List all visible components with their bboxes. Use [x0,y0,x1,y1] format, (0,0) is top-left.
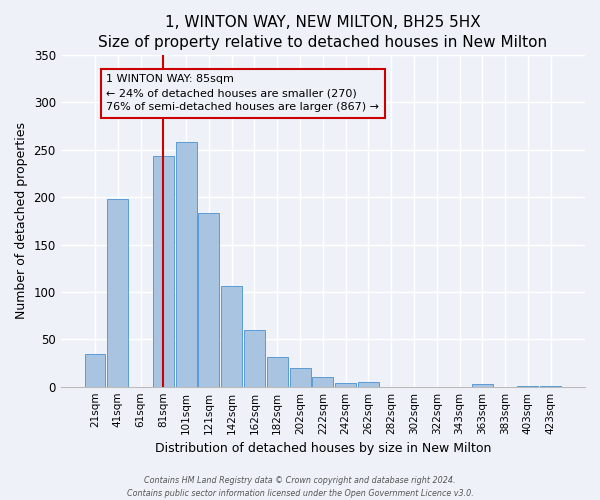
Bar [358,382,379,386]
Bar [85,354,106,386]
Bar [267,358,288,386]
Bar [472,384,493,386]
Bar [290,368,311,386]
Bar [199,214,220,386]
Bar [107,199,128,386]
Bar [221,286,242,386]
Bar [244,330,265,386]
Text: Contains HM Land Registry data © Crown copyright and database right 2024.
Contai: Contains HM Land Registry data © Crown c… [127,476,473,498]
Bar [313,377,334,386]
Bar [335,383,356,386]
Title: 1, WINTON WAY, NEW MILTON, BH25 5HX
Size of property relative to detached houses: 1, WINTON WAY, NEW MILTON, BH25 5HX Size… [98,15,547,50]
X-axis label: Distribution of detached houses by size in New Milton: Distribution of detached houses by size … [155,442,491,455]
Bar [176,142,197,386]
Bar [153,156,174,386]
Text: 1 WINTON WAY: 85sqm
← 24% of detached houses are smaller (270)
76% of semi-detac: 1 WINTON WAY: 85sqm ← 24% of detached ho… [106,74,379,112]
Y-axis label: Number of detached properties: Number of detached properties [15,122,28,320]
